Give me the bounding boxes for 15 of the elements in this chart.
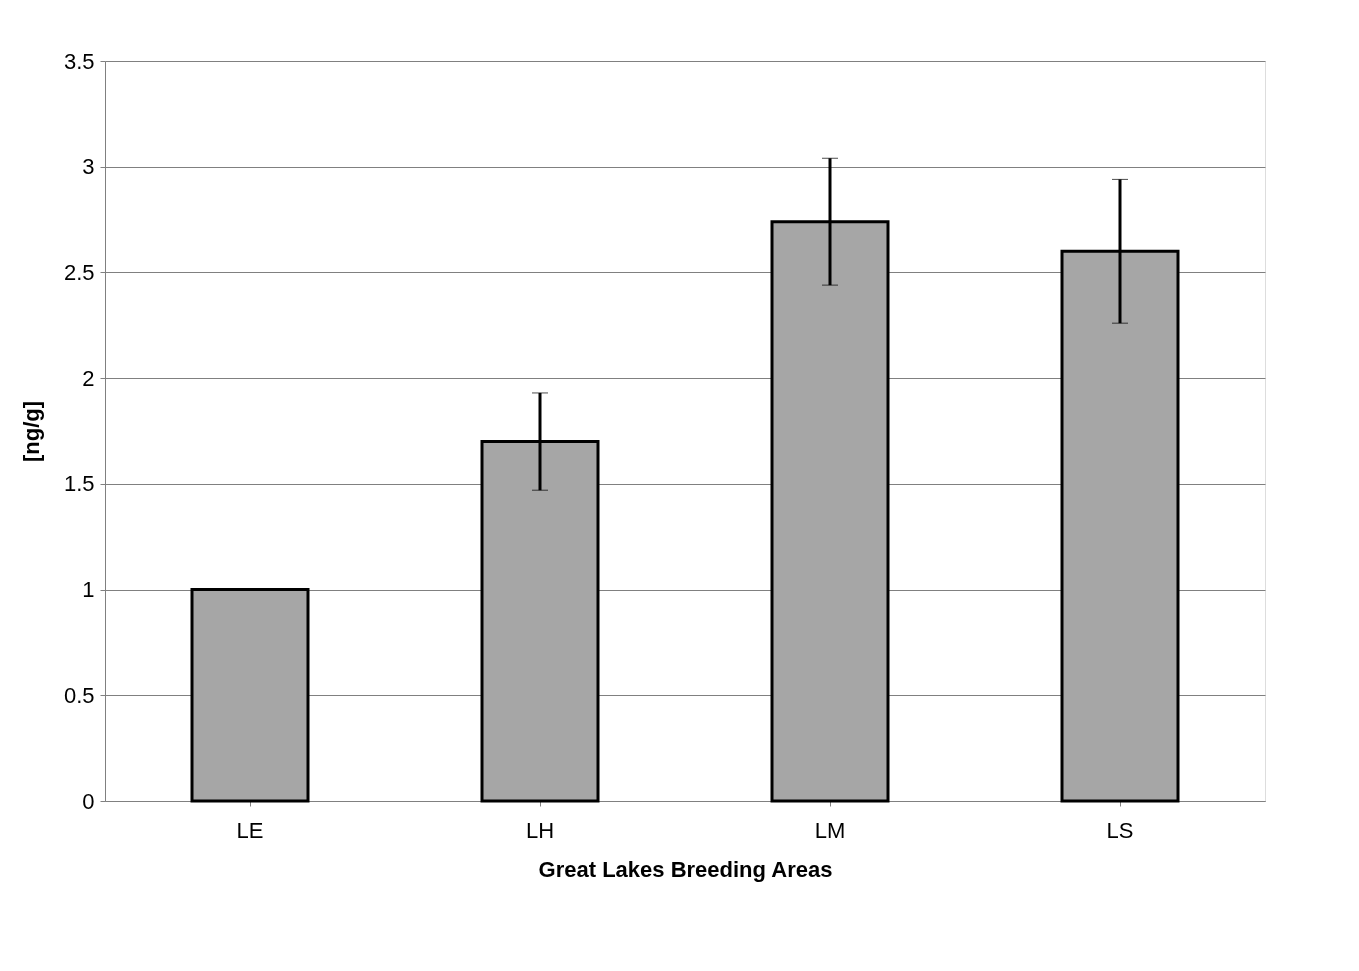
x-tick-label: LE	[236, 817, 264, 843]
y-tick-label: 3	[82, 154, 95, 180]
y-tick-label: 0.5	[63, 682, 95, 708]
y-tick-label: 0	[82, 788, 95, 814]
y-axis-title: [ng/g]	[18, 400, 44, 463]
y-tick-label: 2	[82, 365, 95, 391]
x-tick-label: LS	[1106, 817, 1134, 843]
y-tick-label: 1.5	[63, 471, 95, 497]
x-tick-label: LH	[525, 817, 555, 843]
x-axis-title: Great Lakes Breeding Areas	[538, 856, 833, 882]
y-tick-label: 3.5	[63, 48, 95, 74]
x-tick-label: LM	[814, 817, 846, 843]
y-tick-label: 1	[82, 577, 95, 603]
bar	[190, 588, 310, 803]
y-tick-label: 2.5	[63, 259, 95, 285]
